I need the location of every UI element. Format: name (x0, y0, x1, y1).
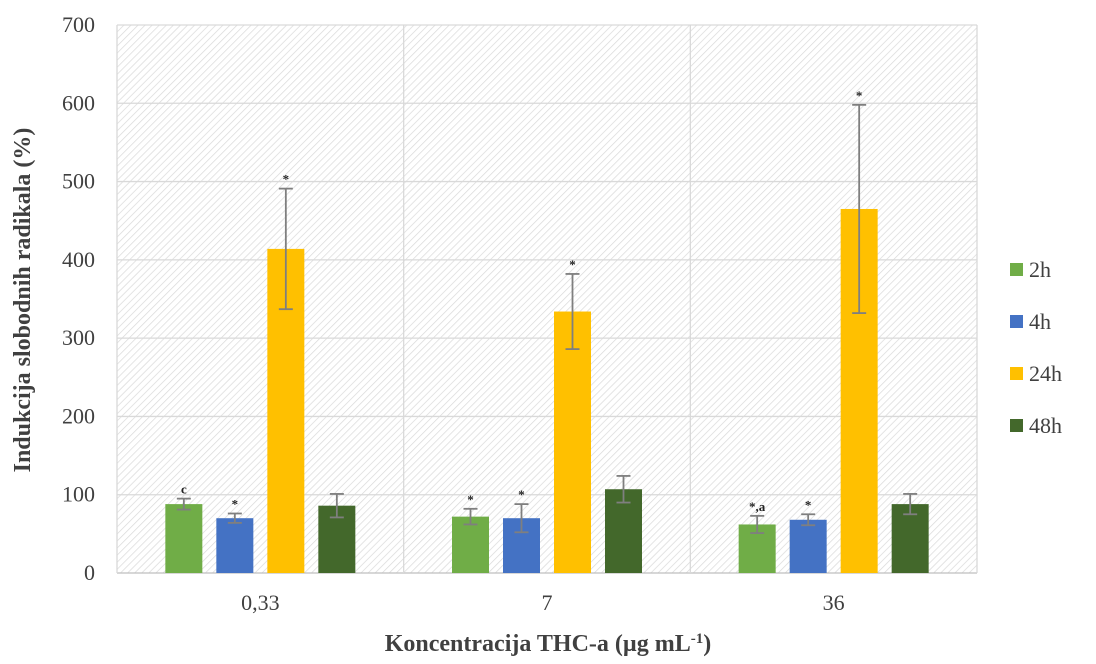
legend: 2h 4h 24h 48h (1010, 257, 1062, 438)
legend-swatch-24h (1010, 367, 1023, 380)
bar-48h-36 (891, 504, 929, 573)
y-axis-title: Indukcija slobodnih radikala (%) (10, 128, 36, 473)
y-tick-label: 200 (62, 403, 95, 428)
x-axis-title: Koncentracija THC-a (µg mL-1) (385, 631, 712, 657)
x-tick-label: 0,33 (241, 590, 280, 615)
legend-label-4h: 4h (1029, 309, 1051, 334)
x-axis-title-main: Koncentracija THC-a (µg mL (385, 631, 691, 657)
bar-4h-0,33 (216, 518, 254, 573)
significance-label: * (856, 88, 863, 103)
significance-label: * (518, 487, 525, 502)
legend-swatch-48h (1010, 419, 1023, 432)
significance-label: c (181, 482, 187, 497)
y-tick-label: 500 (62, 169, 95, 194)
y-axis-ticks: 0 100 200 300 400 500 600 700 (62, 12, 95, 585)
legend-label-2h: 2h (1029, 257, 1051, 282)
y-tick-label: 400 (62, 247, 95, 272)
x-axis-ticks: 0,33 7 36 (241, 590, 845, 615)
error-bars (176, 103, 918, 534)
significance-label: * (569, 257, 576, 272)
plot-area-background (117, 25, 977, 573)
x-tick-label: 36 (823, 590, 845, 615)
significance-label: * (805, 497, 812, 512)
y-tick-label: 0 (84, 560, 95, 585)
bar-2h-7 (452, 516, 489, 573)
significance-label: * (232, 497, 239, 512)
x-tick-label: 7 (542, 590, 553, 615)
legend-label-48h: 48h (1029, 413, 1062, 438)
y-tick-label: 300 (62, 325, 95, 350)
y-tick-label: 700 (62, 12, 95, 37)
bars (165, 208, 929, 573)
legend-swatch-4h (1010, 315, 1023, 328)
x-axis-title-suffix: ) (703, 631, 711, 657)
bar-2h-0,33 (165, 504, 203, 573)
significance-label: * (467, 492, 474, 507)
significance-label: *,a (749, 499, 766, 514)
significance-label: * (283, 172, 290, 187)
bar-24h-7 (554, 311, 591, 573)
legend-swatch-2h (1010, 263, 1023, 276)
x-axis-title-sup: -1 (691, 631, 704, 647)
significance-labels: c * * * * * *,a * * (181, 88, 862, 514)
y-tick-label: 100 (62, 482, 95, 507)
legend-label-24h: 24h (1029, 361, 1062, 386)
gridlines (116, 24, 978, 574)
bar-4h-36 (789, 519, 827, 573)
y-tick-label: 600 (62, 90, 95, 115)
